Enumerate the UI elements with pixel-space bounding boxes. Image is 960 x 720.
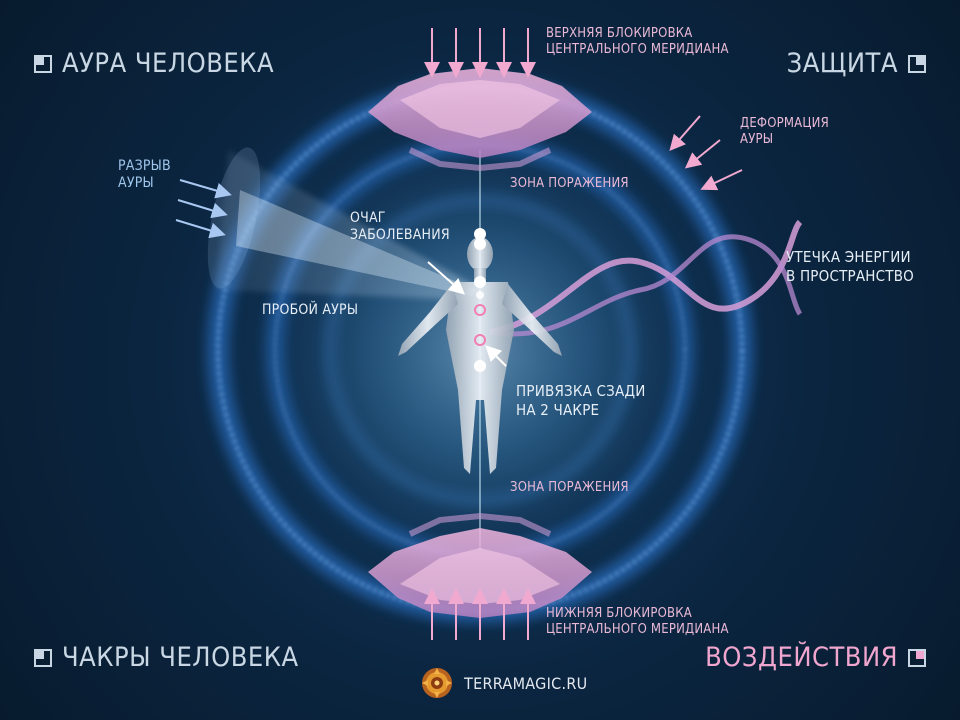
bottom-block-arrows xyxy=(424,588,536,640)
label-deformation-line1: ДЕФОРМАЦИЯ xyxy=(740,116,829,131)
label-rupture: РАЗРЫВ АУРЫ xyxy=(118,158,171,192)
corner-chakras[interactable]: ЧАКРЫ ЧЕЛОВЕКА xyxy=(34,642,299,673)
label-focus-line2: ЗАБОЛЕВАНИЯ xyxy=(350,227,450,243)
focus-arrow xyxy=(427,261,465,295)
label-top-block-line1: ВЕРХНЯЯ БЛОКИРОВКА xyxy=(546,26,693,41)
label-bottom-block-line2: ЦЕНТРАЛЬНОГО МЕРИДИАНА xyxy=(546,622,729,637)
energy-leak-helix xyxy=(489,219,803,337)
square-icon xyxy=(908,648,926,667)
label-deformation-line2: АУРЫ xyxy=(740,132,774,147)
label-bottom-block: НИЖНЯЯ БЛОКИРОВКА ЦЕНТРАЛЬНОГО МЕРИДИАНА xyxy=(546,606,729,638)
rupture-beam xyxy=(207,147,476,300)
label-energy-leak-line1: УТЕЧКА ЭНЕРГИИ xyxy=(786,248,911,266)
label-focus-line1: ОЧАГ xyxy=(350,210,386,226)
label-rupture-line2: АУРЫ xyxy=(118,175,154,191)
label-zone-top: ЗОНА ПОРАЖЕНИЯ xyxy=(510,176,629,191)
chakra-points xyxy=(474,228,486,372)
label-zone-bottom: ЗОНА ПОРАЖЕНИЯ xyxy=(510,480,629,495)
square-icon xyxy=(34,54,52,73)
top-block-lotus xyxy=(368,68,592,172)
label-top-block: ВЕРХНЯЯ БЛОКИРОВКА ЦЕНТРАЛЬНОГО МЕРИДИАН… xyxy=(546,26,729,58)
label-top-block-line2: ЦЕНТРАЛЬНОГО МЕРИДИАНА xyxy=(546,42,729,57)
rupture-arrows xyxy=(175,179,232,239)
corner-chakras-label: ЧАКРЫ ЧЕЛОВЕКА xyxy=(62,642,299,673)
corner-aura[interactable]: АУРА ЧЕЛОВЕКА xyxy=(34,48,274,79)
square-icon xyxy=(908,54,926,73)
label-energy-leak: УТЕЧКА ЭНЕРГИИ В ПРОСТРАНСТВО xyxy=(786,248,914,286)
square-icon xyxy=(34,648,52,667)
logo-emblem-icon xyxy=(422,668,452,698)
label-focus: ОЧАГ ЗАБОЛЕВАНИЯ xyxy=(350,210,450,244)
logo-text: TERRAMAGIC.RU xyxy=(464,673,588,693)
site-logo[interactable]: TERRAMAGIC.RU xyxy=(420,666,588,700)
label-binding: ПРИВЯЗКА СЗАДИ НА 2 ЧАКРЕ xyxy=(516,382,646,420)
human-figure xyxy=(398,237,562,474)
corner-protection[interactable]: ЗАЩИТА xyxy=(787,48,926,79)
binding-arrow xyxy=(485,345,507,367)
corner-influences[interactable]: ВОЗДЕЙСТВИЯ xyxy=(705,642,926,673)
deformation-arrows xyxy=(669,115,743,191)
label-breach: ПРОБОЙ АУРЫ xyxy=(262,302,359,318)
corner-aura-label: АУРА ЧЕЛОВЕКА xyxy=(62,48,275,79)
label-rupture-line1: РАЗРЫВ xyxy=(118,158,171,174)
corner-influences-label: ВОЗДЕЙСТВИЯ xyxy=(705,642,898,673)
label-bottom-block-line1: НИЖНЯЯ БЛОКИРОВКА xyxy=(546,606,692,621)
corner-protection-label: ЗАЩИТА xyxy=(786,48,898,79)
top-block-arrows xyxy=(424,28,536,78)
label-deformation: ДЕФОРМАЦИЯ АУРЫ xyxy=(740,116,829,148)
label-energy-leak-line2: В ПРОСТРАНСТВО xyxy=(786,267,914,285)
label-binding-line2: НА 2 ЧАКРЕ xyxy=(516,401,600,419)
label-binding-line1: ПРИВЯЗКА СЗАДИ xyxy=(516,382,646,400)
